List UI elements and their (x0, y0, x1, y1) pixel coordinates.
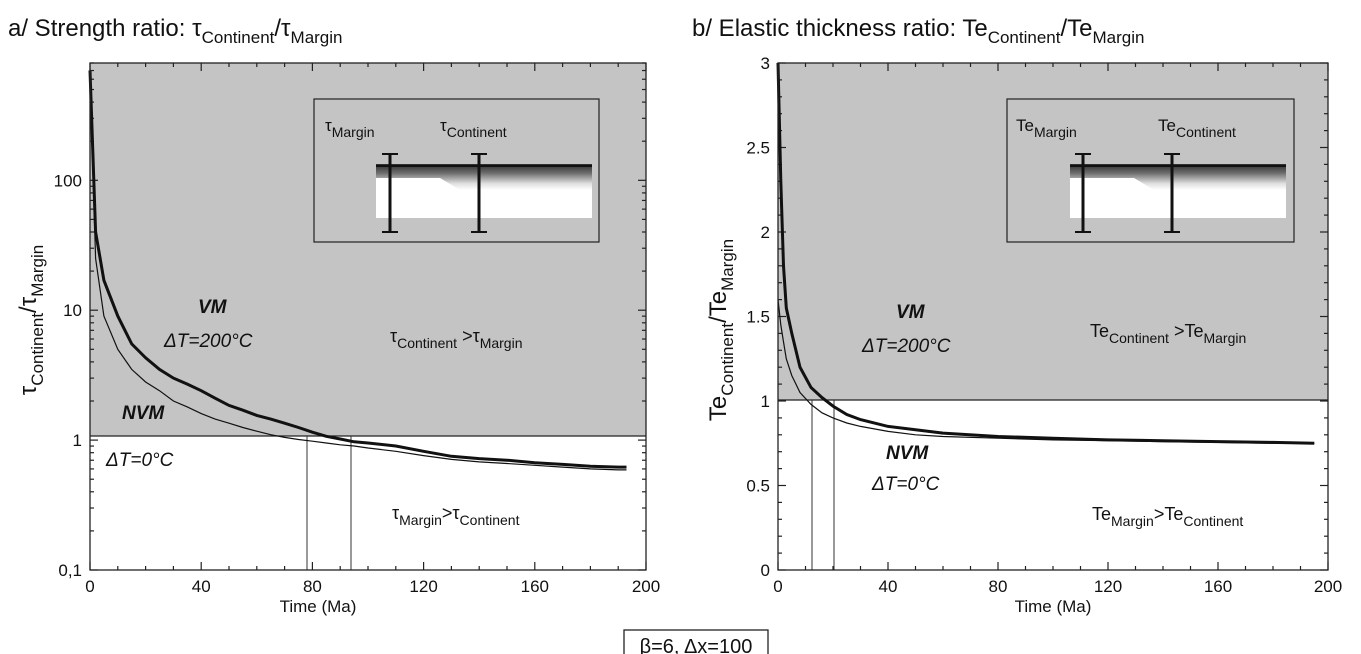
panel-b-upper-region-label: TeContinent >TeMargin (1090, 321, 1246, 346)
panel-b-upper-region (778, 63, 1328, 400)
x-tick-label: 80 (989, 577, 1008, 596)
panel-b-inset-label-continent: TeContinent (1158, 116, 1236, 140)
panel-a-dt200-label: ΔT=200°C (163, 331, 253, 352)
x-tick-label: 200 (1314, 577, 1342, 596)
panel-b-inset-label-margin: TeMargin (1016, 116, 1077, 140)
y-tick-label: 1 (73, 431, 82, 450)
panel-a-inset-label-continent: τContinent (440, 116, 507, 140)
x-tick-label: 160 (521, 577, 549, 596)
panel-b-title: b/ Elastic thickness ratio: TeContinent/… (692, 15, 1144, 47)
panel-b-dt200-label: ΔT=200°C (861, 336, 951, 357)
x-tick-label: 200 (632, 577, 660, 596)
panel-a-inset: τMargin τContinent (313, 98, 600, 243)
panel-b-plot (776, 62, 1329, 571)
panel-a-vm-label: VM (198, 297, 228, 318)
panel-a-upper-region (90, 63, 646, 436)
panel-a-series-dt200 (88, 70, 627, 469)
y-tick-label: 2.5 (746, 139, 770, 158)
x-tick-label: 40 (192, 577, 211, 596)
x-tick-label: 120 (1094, 577, 1122, 596)
parameter-box: β=6, Δx=100 (623, 629, 769, 654)
panel-a-y-axis-label: τContinent/τMargin (15, 245, 47, 395)
panel-a-lower-region-label: τMargin>τContinent (392, 503, 520, 528)
y-tick-label: 1 (761, 392, 770, 411)
panel-a: a/ Strength ratio: τContinent/τMargin 0 4… (8, 15, 660, 616)
panel-a-inset-label-margin: τMargin (325, 116, 375, 140)
panel-a-series-dt0 (89, 74, 627, 471)
panel-b-lower-region-label: TeMargin>TeContinent (1092, 504, 1243, 529)
panel-b-y-axis-label: TeContinent/TeMargin (705, 239, 737, 421)
panel-b-y-tick-labels: 0 0.5 1 1.5 2 2.5 3 (746, 54, 770, 580)
panel-b-x-tick-labels: 0 40 80 120 160 200 (773, 577, 1342, 596)
panel-b-series-dt200 (776, 62, 1315, 445)
panel-a-title: a/ Strength ratio: τContinent/τMargin (8, 15, 343, 47)
panel-a-y-tick-labels: 0,1 1 10 100 (54, 171, 82, 580)
x-tick-label: 0 (773, 577, 782, 596)
y-tick-label: 2 (761, 223, 770, 242)
panel-a-lower-region (90, 436, 646, 570)
panel-b: b/ Elastic thickness ratio: TeContinent/… (692, 15, 1342, 616)
panel-b-nvm-label: NVM (886, 443, 929, 464)
panel-b-lower-region (778, 400, 1328, 570)
panel-a-plot (88, 62, 647, 571)
panel-a-dt0-label: ΔT=0°C (105, 450, 174, 471)
y-tick-label: 0,1 (58, 561, 82, 580)
panel-b-inset: TeMargin TeContinent (1006, 98, 1295, 243)
panel-b-dt0-label: ΔT=0°C (871, 474, 940, 495)
parameter-text: β=6, Δx=100 (640, 636, 753, 654)
y-tick-label: 10 (63, 301, 82, 320)
panel-a-x-tick-labels: 0 40 80 120 160 200 (85, 577, 660, 596)
y-tick-label: 0 (761, 561, 770, 580)
x-tick-label: 80 (303, 577, 322, 596)
y-tick-label: 3 (761, 54, 770, 73)
x-tick-label: 120 (409, 577, 437, 596)
panel-b-vm-label: VM (896, 302, 926, 323)
panel-a-upper-region-label: τContinent >τMargin (390, 326, 522, 351)
x-tick-label: 0 (85, 577, 94, 596)
panel-a-nvm-label: NVM (122, 403, 165, 424)
y-tick-label: 0.5 (746, 477, 770, 496)
panel-b-frame (777, 62, 1329, 571)
panel-a-x-axis-label: Time (Ma) (280, 597, 357, 616)
panel-a-frame (89, 62, 647, 571)
y-tick-label: 100 (54, 171, 82, 190)
panel-b-x-axis-label: Time (Ma) (1015, 597, 1092, 616)
x-tick-label: 40 (879, 577, 898, 596)
x-tick-label: 160 (1204, 577, 1232, 596)
y-tick-label: 1.5 (746, 308, 770, 327)
